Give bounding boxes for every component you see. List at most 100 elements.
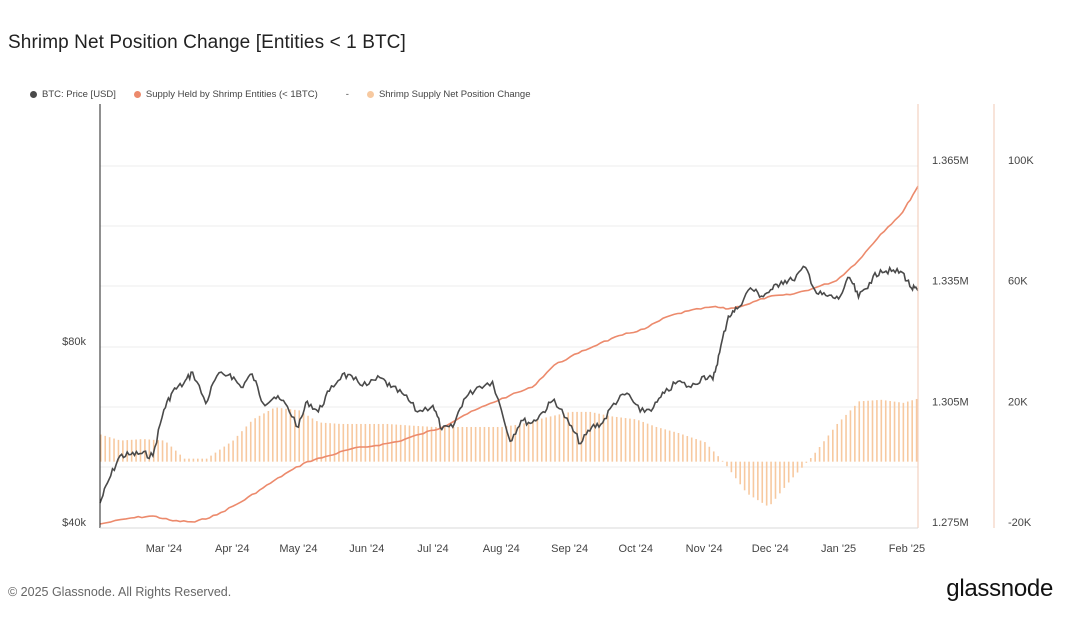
- x-tick-label-3: Jun '24: [349, 543, 384, 555]
- netchange-bar-60: [364, 423, 367, 462]
- netchange-bar-2: [108, 437, 111, 462]
- supply-line: [99, 185, 919, 525]
- netchange-bar-117: [615, 416, 618, 462]
- netchange-bar-139: [712, 451, 715, 462]
- netchange-bar-72: [417, 426, 420, 462]
- netchange-bar-19: [183, 458, 186, 462]
- netchange-bar-90: [496, 426, 499, 462]
- netchange-bar-180: [893, 401, 896, 462]
- netchange-bar-68: [399, 424, 402, 462]
- netchange-tick-label-2: 60K: [1008, 276, 1028, 288]
- netchange-bar-63: [377, 423, 380, 462]
- netchange-bar-131: [677, 433, 680, 462]
- netchange-bar-113: [598, 413, 600, 462]
- netchange-bar-38: [267, 410, 270, 462]
- netchange-bar-49: [316, 421, 318, 462]
- netchange-bar-80: [452, 426, 455, 462]
- netchange-bar-92: [505, 426, 508, 462]
- netchange-bar-62: [373, 423, 376, 462]
- x-tick-label-4: Jul '24: [417, 543, 448, 555]
- legend-swatch-price: [30, 91, 37, 98]
- netchange-bar-132: [682, 434, 684, 462]
- supply-tick-label-1: 1.305M: [932, 396, 969, 408]
- netchange-bar-95: [518, 424, 521, 462]
- netchange-bar-27: [219, 449, 221, 462]
- netchange-bar-134: [690, 437, 693, 462]
- netchange-bar-130: [673, 431, 675, 462]
- x-tick-label-2: May '24: [279, 543, 317, 555]
- netchange-bar-106: [567, 412, 570, 462]
- brand-logo: glassnode: [946, 575, 1053, 602]
- netchange-tick-label-0: -20K: [1008, 517, 1032, 529]
- netchange-bar-176: [876, 400, 878, 462]
- netchange-bar-86: [479, 426, 481, 462]
- netchange-bar-184: [911, 400, 913, 462]
- netchange-bar-118: [620, 417, 622, 462]
- netchange-bar-85: [474, 426, 477, 462]
- legend-item-price[interactable]: BTC: Price [USD]: [30, 89, 116, 100]
- legend-swatch-netchange: [366, 91, 374, 98]
- netchange-bar-3: [113, 438, 115, 462]
- netchange-bar-147: [748, 461, 750, 495]
- legend-item-supply[interactable]: Supply Held by Shrimp Entities (< 1BTC): [133, 89, 318, 100]
- netchange-bar-32: [241, 431, 243, 462]
- netchange-bar-161: [809, 458, 812, 462]
- price-tick-label-1: $80k: [62, 336, 86, 348]
- legend-item-netchange[interactable]: Shrimp Supply Net Position Change: [366, 89, 531, 100]
- netchange-bar-152: [770, 461, 772, 505]
- netchange-bar-61: [368, 423, 371, 462]
- netchange-bar-138: [708, 446, 711, 462]
- netchange-bar-121: [633, 419, 636, 462]
- netchange-bar-30: [232, 440, 234, 462]
- netchange-bar-174: [867, 400, 869, 462]
- netchange-bar-105: [563, 413, 565, 462]
- netchange-bar-153: [774, 461, 777, 499]
- netchange-bar-39: [271, 408, 274, 462]
- netchange-bar-112: [593, 412, 596, 462]
- netchange-bar-183: [906, 401, 909, 462]
- netchange-bar-81: [457, 426, 459, 462]
- netchange-bar-175: [871, 400, 874, 462]
- x-tick-label-5: Aug '24: [483, 543, 520, 555]
- x-tick-label-10: Jan '25: [821, 543, 856, 555]
- copyright-text: © 2025 Glassnode. All Rights Reserved.: [8, 585, 232, 599]
- netchange-bar-16: [170, 446, 173, 462]
- netchange-bar-128: [664, 429, 667, 462]
- netchange-bar-170: [849, 410, 852, 462]
- netchange-bar-73: [421, 426, 424, 462]
- netchange-bar-59: [360, 423, 362, 462]
- netchange-bar-28: [223, 446, 226, 462]
- netchange-bar-36: [258, 415, 261, 462]
- netchange-bar-115: [607, 415, 609, 462]
- netchange-bar-125: [651, 425, 653, 462]
- netchange-bar-41: [280, 408, 283, 462]
- chart-legend: BTC: Price [USD] Supply Held by Shrimp E…: [30, 89, 549, 100]
- netchange-bar-4: [117, 439, 120, 462]
- netchange-bar-149: [757, 461, 759, 501]
- netchange-bar-141: [721, 460, 724, 462]
- netchange-bar-20: [188, 458, 190, 462]
- netchange-bar-69: [404, 425, 406, 462]
- netchange-bar-179: [889, 401, 891, 462]
- netchange-bar-35: [254, 418, 256, 462]
- netchange-bar-133: [686, 436, 689, 462]
- price-tick-label-0: $40k: [62, 517, 86, 529]
- netchange-bar-114: [602, 414, 605, 462]
- netchange-bar-123: [642, 421, 644, 462]
- netchange-bar-150: [761, 461, 764, 503]
- netchange-bar-155: [783, 461, 786, 488]
- netchange-bar-182: [902, 402, 905, 462]
- netchange-bar-126: [655, 426, 658, 462]
- netchange-bar-77: [439, 426, 442, 462]
- netchange-bar-136: [699, 440, 702, 462]
- netchange-bar-98: [532, 420, 534, 462]
- netchange-bar-83: [466, 426, 468, 462]
- netchange-bar-140: [717, 456, 719, 462]
- netchange-bar-74: [426, 426, 428, 462]
- legend-separator: -: [345, 89, 349, 100]
- netchange-bar-119: [624, 418, 627, 462]
- netchange-bar-25: [210, 455, 212, 462]
- netchange-bar-178: [884, 400, 887, 462]
- netchange-bar-44: [294, 409, 296, 462]
